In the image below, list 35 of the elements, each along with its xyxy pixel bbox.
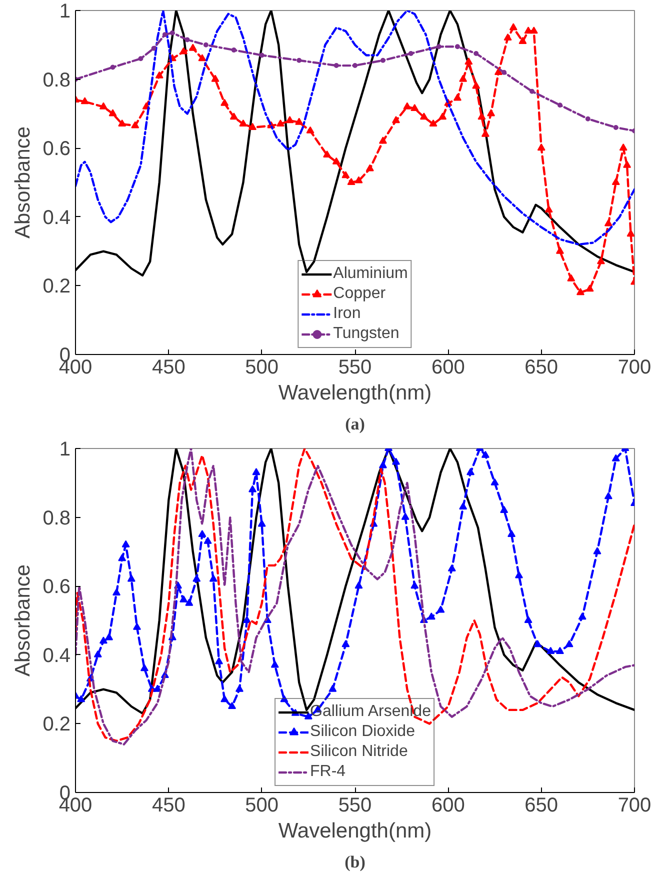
x-tick-label: 450 bbox=[152, 794, 186, 816]
x-tick-label: 500 bbox=[245, 794, 279, 816]
legend-label: Aluminium bbox=[333, 265, 408, 283]
x-tick-label: 550 bbox=[338, 356, 372, 378]
x-axis-title: Wavelength(nm) bbox=[278, 820, 432, 842]
x-tick-label: 700 bbox=[618, 356, 652, 378]
x-tick-label: 650 bbox=[524, 356, 558, 378]
y-tick-label: 0.2 bbox=[42, 714, 71, 736]
y-tick-label: 0.6 bbox=[42, 576, 71, 598]
legend-label: Tungsten bbox=[333, 325, 400, 343]
legend-label: Silicon Nitride bbox=[310, 743, 408, 761]
y-axis-title: Absorbance bbox=[12, 126, 35, 239]
y-axis-title: Absorbance bbox=[12, 564, 35, 677]
x-axis-title: Wavelength(nm) bbox=[278, 382, 432, 404]
text: (a) bbox=[345, 414, 365, 434]
legend-label: Iron bbox=[333, 305, 361, 323]
y-tick-label: 1 bbox=[59, 438, 70, 460]
x-tick-label: 650 bbox=[524, 794, 558, 816]
x-tick-label: 600 bbox=[431, 794, 465, 816]
legend-label: FR-4 bbox=[310, 763, 346, 781]
x-tick-label: 500 bbox=[245, 356, 279, 378]
x-tick-label: 700 bbox=[618, 794, 652, 816]
legend-label: Copper bbox=[333, 285, 386, 303]
legend-label: Silicon Dioxide bbox=[310, 723, 415, 741]
y-tick-label: 0.4 bbox=[42, 644, 71, 667]
x-tick-label: 600 bbox=[431, 356, 465, 378]
y-tick-label: 1 bbox=[59, 0, 70, 22]
y-tick-label: 0.4 bbox=[42, 206, 71, 229]
y-tick-label: 0.6 bbox=[42, 138, 71, 160]
y-tick-label: 0.8 bbox=[42, 507, 71, 530]
text: (b) bbox=[344, 852, 366, 872]
y-tick-label: 0.8 bbox=[42, 69, 71, 92]
x-tick-label: 550 bbox=[338, 794, 372, 816]
x-tick-label: 450 bbox=[152, 356, 186, 378]
y-tick-label: 0.2 bbox=[42, 276, 71, 298]
